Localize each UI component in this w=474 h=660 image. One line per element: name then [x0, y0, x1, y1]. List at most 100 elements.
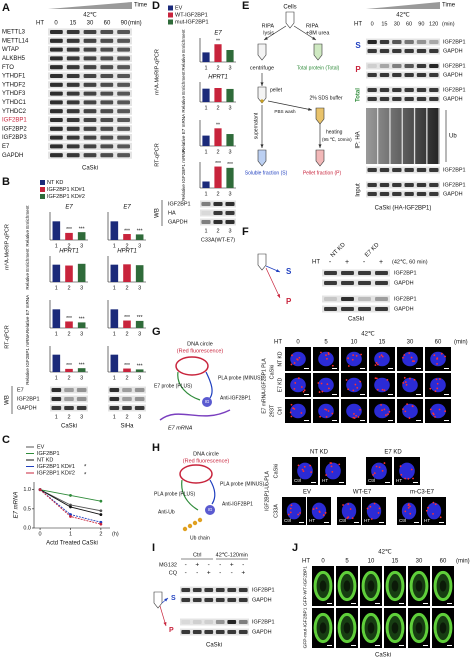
panel-label: I: [152, 542, 155, 554]
band: [429, 97, 439, 101]
pla-dot: [320, 382, 323, 385]
row-label: GAPDH: [17, 405, 37, 411]
label: -: [363, 259, 366, 266]
band: [50, 109, 63, 114]
label: Soluble fraction (S): [245, 170, 288, 176]
label: NT KD: [310, 450, 329, 456]
band: [367, 97, 377, 101]
point: [99, 499, 103, 503]
nucleus: [439, 580, 447, 592]
nucleus: [366, 502, 382, 520]
blot: [180, 618, 249, 626]
arrow-head: [277, 294, 280, 298]
pla-dot: [331, 470, 334, 473]
x-tick-label: 1: [113, 285, 116, 291]
pla-dot: [383, 462, 386, 464]
label: Ub chain: [190, 535, 210, 541]
scale-bar: [360, 368, 365, 369]
tube-icon: [257, 149, 267, 167]
mrna: [159, 409, 231, 421]
band: [66, 135, 80, 140]
band: [404, 49, 414, 53]
band: [181, 630, 191, 634]
nucleus: [430, 351, 446, 367]
band: [379, 88, 390, 92]
label: (min): [456, 559, 470, 565]
band: [367, 49, 377, 53]
band: [83, 135, 97, 140]
pla-dot: [408, 417, 411, 419]
pla-dot: [347, 516, 350, 519]
pla-dot: [438, 408, 441, 411]
nucleus: [439, 622, 447, 634]
label: Relative IGF2BP1 mRNA: [25, 332, 30, 385]
panel-label: D: [152, 0, 160, 12]
label: PLA probe (MINUS): [220, 481, 265, 487]
x-tick-label: 2: [67, 243, 70, 249]
x-tick-label: 2: [216, 149, 219, 155]
band: [404, 168, 414, 172]
x-tick-label: 1: [204, 105, 207, 111]
band: [117, 126, 130, 131]
label: -: [219, 570, 221, 577]
row-label: IGF2BP3: [2, 135, 27, 141]
nucleus: [343, 622, 351, 634]
label: +: [195, 562, 199, 569]
band: [227, 630, 237, 634]
nucleus: [346, 403, 362, 419]
scale-bar: [379, 522, 384, 523]
label: E7 mRNA-IGF2BP1 PLA: [261, 358, 267, 414]
bar: [135, 320, 144, 328]
label: heating: [326, 129, 343, 135]
label: 2: [216, 228, 219, 234]
legend-swatch: [168, 12, 173, 18]
label: Ctrl: [277, 407, 283, 415]
pla-dot: [380, 354, 383, 357]
label: 60: [406, 21, 412, 27]
row-label: GAPDH: [394, 280, 414, 286]
blot: [108, 386, 146, 394]
x-tick-label: 1: [113, 243, 116, 249]
label: 0: [296, 340, 300, 346]
label: 3: [80, 414, 83, 420]
label: (min): [442, 21, 455, 27]
bar: [123, 320, 131, 328]
label: centrifuge: [250, 65, 274, 71]
band: [100, 109, 114, 114]
significance: ***: [124, 228, 130, 234]
band: [429, 192, 439, 196]
blot: [180, 596, 249, 604]
band: [215, 630, 225, 634]
bar: [65, 321, 73, 328]
band: [429, 183, 439, 187]
label: (min): [128, 21, 142, 27]
label: -: [219, 562, 221, 569]
row-label: FTO: [2, 65, 14, 71]
arrow-head: [318, 144, 322, 148]
point: [38, 488, 42, 492]
band: [117, 38, 130, 43]
nucleus: [402, 351, 418, 367]
nucleus: [426, 502, 442, 520]
label: -: [329, 259, 332, 266]
band: [66, 91, 80, 96]
band: [404, 88, 414, 92]
x-tick-label: 2: [125, 285, 128, 291]
pla-dot: [359, 408, 361, 411]
bar: [226, 50, 234, 62]
pla-dot: [355, 414, 358, 417]
row-label: HA: [168, 210, 176, 216]
time-wedge: [48, 2, 132, 9]
bar: [52, 354, 61, 372]
blot: [366, 47, 440, 55]
band: [117, 29, 130, 35]
pla-dot: [406, 403, 409, 406]
significance: *: [84, 473, 87, 479]
band: [83, 29, 97, 35]
pla-dot: [436, 382, 439, 385]
band: [100, 100, 114, 105]
label: Time: [134, 3, 148, 9]
label: 1: [55, 414, 58, 420]
label: 1: [113, 414, 116, 420]
band: [215, 620, 225, 624]
